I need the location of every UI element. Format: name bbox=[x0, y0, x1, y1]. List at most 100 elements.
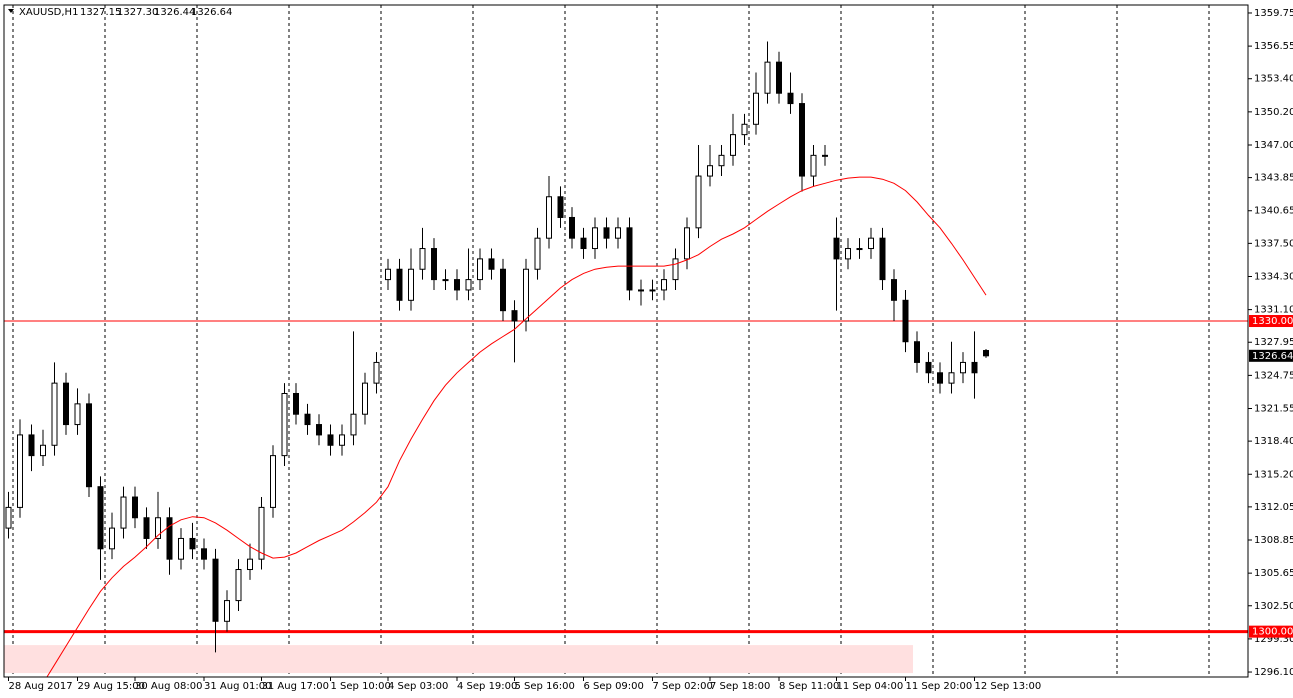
candle-body bbox=[500, 268, 506, 312]
y-tick-label: 1327.95 bbox=[1254, 337, 1293, 348]
candle-body bbox=[339, 434, 345, 446]
candle-body bbox=[615, 227, 621, 239]
candle-body bbox=[983, 350, 989, 357]
x-tick-label: 1 Sep 10:00 bbox=[331, 681, 391, 692]
x-tick-label: 8 Sep 11:00 bbox=[779, 681, 839, 692]
candle-body bbox=[454, 279, 460, 291]
y-tick-label: 1302.50 bbox=[1254, 601, 1293, 612]
x-tick-label: 6 Sep 09:00 bbox=[584, 681, 644, 692]
x-tick-label: 29 Aug 15:00 bbox=[78, 681, 145, 692]
x-tick-label: 11 Sep 04:00 bbox=[837, 681, 904, 692]
candle-body bbox=[86, 403, 92, 488]
level-label: 1300.00 bbox=[1252, 627, 1293, 638]
y-tick-label: 1334.30 bbox=[1254, 271, 1293, 282]
candle-body bbox=[626, 227, 633, 291]
candle-body bbox=[327, 434, 334, 446]
candle-body bbox=[707, 165, 713, 177]
candle-body bbox=[534, 237, 541, 270]
x-tick-label: 31 Aug 17:00 bbox=[262, 681, 329, 692]
candle-body bbox=[902, 299, 909, 343]
candle-body bbox=[603, 227, 610, 239]
y-tick-label: 1337.50 bbox=[1254, 238, 1293, 249]
candle-body bbox=[155, 517, 161, 539]
candle-body bbox=[753, 92, 759, 125]
y-tick-label: 1318.40 bbox=[1254, 436, 1293, 447]
candle-body bbox=[891, 279, 897, 301]
y-tick-label: 1347.00 bbox=[1254, 140, 1293, 151]
y-tick-label: 1324.75 bbox=[1254, 370, 1293, 381]
candle-body bbox=[63, 382, 69, 426]
candle-body bbox=[822, 154, 828, 157]
candle-body bbox=[132, 496, 138, 519]
candle-body bbox=[51, 382, 58, 446]
candle-body bbox=[799, 103, 805, 177]
header-high: 1327.30 bbox=[117, 7, 158, 18]
candle-body bbox=[557, 196, 564, 218]
candle-body bbox=[5, 506, 12, 529]
y-tick-label: 1356.55 bbox=[1254, 41, 1293, 52]
x-tick-label: 7 Sep 02:00 bbox=[653, 681, 713, 692]
current-price-box bbox=[1249, 349, 1293, 362]
candle-body bbox=[362, 382, 368, 415]
candle-body bbox=[971, 361, 978, 374]
y-tick-label: 1308.85 bbox=[1254, 535, 1293, 546]
y-tick-label: 1312.05 bbox=[1254, 502, 1293, 513]
level-label-box bbox=[1249, 625, 1293, 638]
candle-body bbox=[385, 268, 391, 281]
candle-body bbox=[672, 258, 679, 281]
candle-body bbox=[488, 258, 495, 270]
candle-body bbox=[247, 558, 253, 571]
symbol-title: XAUUSD,H1 bbox=[19, 7, 78, 18]
candle-body bbox=[511, 310, 518, 322]
moving-average bbox=[46, 176, 987, 677]
y-tick-label: 1340.65 bbox=[1254, 206, 1293, 217]
candle-body bbox=[224, 600, 230, 622]
candle-body bbox=[741, 123, 748, 136]
candle-body bbox=[97, 486, 104, 550]
candle-body bbox=[74, 403, 81, 426]
y-tick-label: 1315.20 bbox=[1254, 469, 1293, 480]
candle-body bbox=[914, 341, 920, 363]
candle-body bbox=[776, 61, 782, 94]
y-tick-label: 1353.40 bbox=[1254, 74, 1293, 85]
candle-body bbox=[350, 413, 357, 436]
candle-body bbox=[661, 279, 667, 291]
candle-body bbox=[787, 92, 794, 105]
candle-body bbox=[304, 413, 311, 426]
y-tick-label: 1296.10 bbox=[1254, 667, 1293, 678]
candle-body bbox=[431, 248, 437, 281]
candle-body bbox=[373, 361, 380, 384]
candle-body bbox=[937, 372, 943, 384]
x-tick-label: 28 Aug 2017 bbox=[9, 681, 73, 692]
x-tick-label: 11 Sep 20:00 bbox=[906, 681, 973, 692]
candle-body bbox=[143, 517, 150, 539]
y-tick-label: 1343.85 bbox=[1254, 173, 1293, 184]
y-tick-label: 1359.75 bbox=[1254, 8, 1293, 19]
candle-body bbox=[684, 227, 690, 260]
candle-body bbox=[28, 434, 35, 457]
candle-body bbox=[960, 361, 966, 374]
candle-body bbox=[316, 424, 322, 436]
y-tick-label: 1331.10 bbox=[1254, 305, 1293, 316]
x-tick-label: 5 Sep 16:00 bbox=[515, 681, 575, 692]
candle-body bbox=[201, 548, 207, 560]
candle-body bbox=[212, 558, 219, 622]
candle-body bbox=[845, 248, 851, 260]
candle-body bbox=[925, 361, 932, 374]
candle-body bbox=[580, 237, 587, 250]
candle-body bbox=[293, 392, 299, 415]
candle-body bbox=[592, 227, 598, 250]
x-tick-label: 4 Sep 03:00 bbox=[388, 681, 448, 692]
candle-body bbox=[178, 537, 184, 560]
level-label-box bbox=[1249, 315, 1293, 328]
candle-body bbox=[730, 134, 736, 156]
candle-body bbox=[465, 279, 472, 291]
candle-body bbox=[810, 154, 817, 177]
candle-body bbox=[442, 279, 449, 282]
candle-body bbox=[270, 455, 276, 508]
candle-body bbox=[419, 248, 426, 270]
candle-body bbox=[569, 216, 575, 239]
